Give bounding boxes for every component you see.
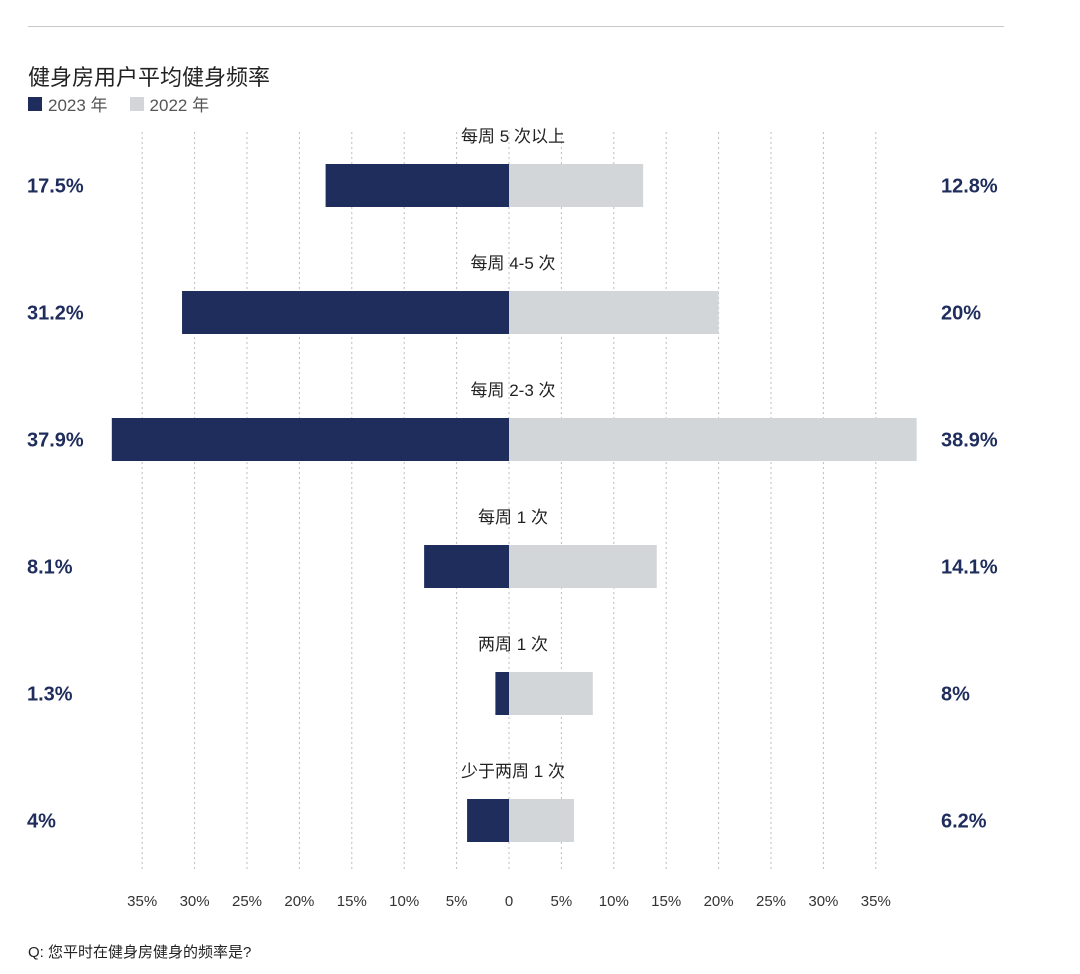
x-tick-label: 35% [861,893,891,910]
legend-label-2023: 2023 年 [48,96,108,115]
bar-2023 [495,672,509,715]
value-label-2022: 8% [941,684,970,706]
bar-2022 [509,672,593,715]
x-tick-label: 5% [551,893,573,910]
legend: 2023 年 2022 年 [28,91,231,116]
value-label-2022: 20% [941,303,981,325]
value-label-2023: 4% [27,811,56,833]
x-tick-label: 0 [505,893,513,910]
value-label-2022: 38.9% [941,430,998,452]
x-tick-label: 20% [284,893,314,910]
value-label-2022: 14.1% [941,557,998,579]
top-divider [28,26,1004,27]
value-label-2023: 1.3% [27,684,73,706]
bar-2023 [111,418,510,461]
legend-item-2022: 2022 年 [129,91,210,116]
category-label: 少于两周 1 次 [461,762,565,781]
bar-2022 [509,291,719,334]
x-tick-label: 25% [756,893,786,910]
x-tick-label: 10% [389,893,419,910]
value-label-2022: 12.8% [941,176,998,198]
legend-label-2022: 2022 年 [149,96,210,115]
x-tick-label: 10% [599,893,629,910]
bar-2022 [509,164,644,207]
chart-title: 健身房用户平均健身频率 [28,65,271,90]
category-label: 每周 2-3 次 [470,381,555,400]
x-tick-label: 20% [704,893,734,910]
footnote: Q: 您平时在健身房健身的频率是? [28,944,252,961]
x-tick-label: 25% [232,893,262,910]
bar-2023 [325,164,509,207]
x-tick-label: 30% [808,893,838,910]
x-tick-label: 15% [651,893,681,910]
value-label-2023: 17.5% [27,176,84,198]
value-label-2022: 6.2% [941,811,987,833]
category-label: 两周 1 次 [478,635,548,654]
bar-2023 [424,545,509,588]
bar-2022 [509,545,657,588]
legend-swatch-2022 [129,96,144,111]
bar-2022 [509,418,917,461]
bar-2023 [467,799,509,842]
x-tick-label: 35% [127,893,157,910]
x-tick-label: 30% [180,893,210,910]
category-label: 每周 4-5 次 [470,254,555,273]
x-tick-label: 15% [337,893,367,910]
bar-2023 [182,291,510,334]
x-tick-label: 5% [446,893,468,910]
legend-item-2023: 2023 年 [28,91,108,116]
value-label-2023: 37.9% [27,430,84,452]
category-label: 每周 5 次以上 [461,127,565,146]
category-label: 每周 1 次 [478,508,548,527]
value-label-2023: 8.1% [27,557,73,579]
legend-swatch-2023 [28,96,42,111]
value-label-2023: 31.2% [27,303,84,325]
bar-2022 [509,799,574,842]
